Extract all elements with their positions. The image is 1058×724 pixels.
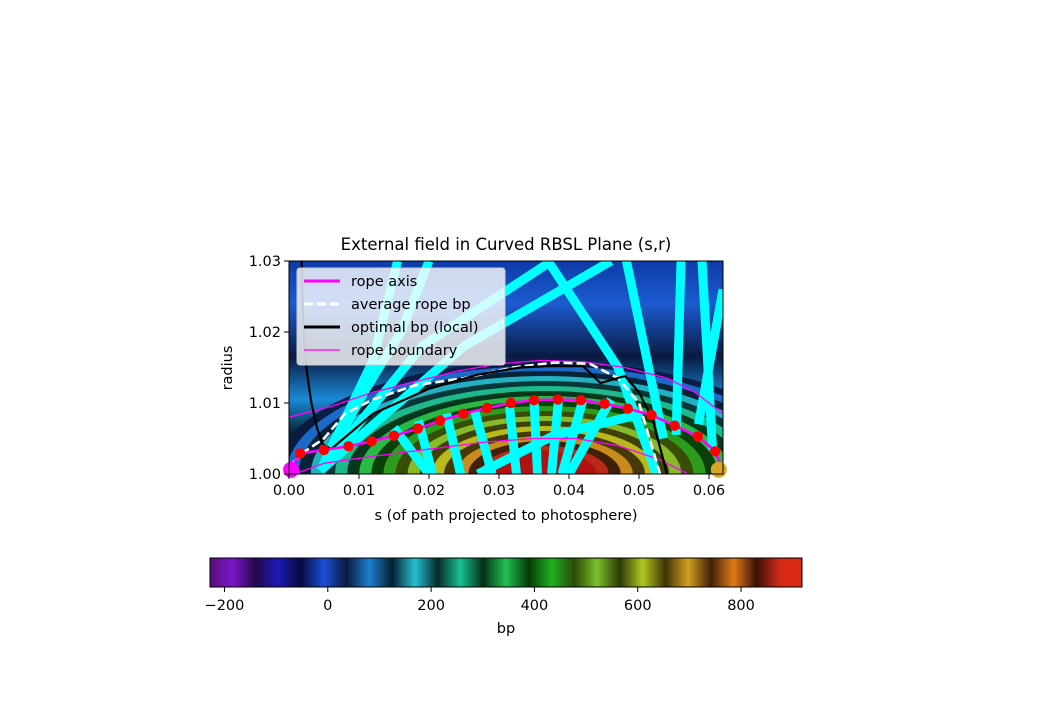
- y-tick-label: 1.01: [249, 396, 281, 412]
- rope-axis-marker: [622, 403, 633, 414]
- legend: rope axis average rope bp optimal bp (lo…: [296, 267, 506, 366]
- y-axis: 1.00 1.01 1.02 1.03: [249, 254, 289, 483]
- y-tick-label: 1.03: [249, 254, 281, 270]
- field-line: [621, 261, 668, 440]
- x-axis-label: s (of path projected to photosphere): [374, 508, 637, 524]
- rope-axis-marker: [552, 394, 563, 405]
- colorbar-ticks: −200 0 200 400 600 800: [205, 587, 755, 614]
- legend-box: [296, 267, 506, 366]
- x-tick-label: 0.01: [343, 483, 375, 499]
- rope-axis-marker: [692, 431, 703, 442]
- rope-axis-marker: [669, 420, 680, 431]
- footpoint-marker: [710, 461, 727, 478]
- rope-axis-marker: [435, 415, 446, 426]
- field-line: [442, 412, 465, 474]
- x-tick-label: 0.02: [413, 483, 445, 499]
- x-axis: 0.00 0.01 0.02 0.03 0.04 0.05 0.06: [273, 474, 725, 499]
- x-tick-label: 0.03: [483, 483, 515, 499]
- colorbar-tick-label: −200: [205, 598, 245, 614]
- colorbar-tick-label: 600: [624, 598, 652, 614]
- rope-axis-marker: [388, 430, 400, 441]
- plot-frame: [288, 260, 724, 475]
- x-tick-label: 0.00: [273, 483, 305, 499]
- rope-axis-marker: [646, 409, 657, 421]
- series-rope-boundary: [289, 359, 723, 418]
- field-line: [565, 397, 615, 474]
- field-line: [475, 409, 644, 474]
- y-tick-label: 1.00: [249, 467, 281, 483]
- field-line: [671, 261, 686, 436]
- colorbar-tick-label: 400: [521, 598, 549, 614]
- y-tick-label: 1.02: [249, 325, 281, 341]
- rope-axis-marker: [575, 395, 587, 406]
- footpoint-marker: [283, 461, 300, 478]
- y-axis-label: radius: [220, 346, 236, 391]
- rope-axis-marker: [343, 441, 354, 452]
- rope-axis-marker: [458, 408, 469, 419]
- colorbar: −200 0 200 400 600 800 bp: [205, 557, 803, 637]
- rope-axis-marker: [318, 444, 330, 456]
- rope-axis-marker: [505, 397, 517, 409]
- legend-label-rope-axis: rope axis: [351, 274, 417, 290]
- series-rope-boundary-lower: [294, 437, 689, 474]
- field-line: [557, 398, 588, 474]
- colorbar-gradient: [209, 557, 803, 588]
- colorbar-tick-label: 0: [323, 598, 332, 614]
- x-tick-label: 0.06: [693, 483, 725, 499]
- rope-axis-marker: [528, 395, 540, 406]
- field-line: [529, 399, 542, 474]
- field-line: [544, 261, 661, 474]
- legend-label-average-rope-bp: average rope bp: [351, 297, 471, 313]
- rope-axis-marker: [599, 398, 610, 409]
- x-tick-label: 0.04: [553, 483, 585, 499]
- colorbar-tick-label: 200: [417, 598, 445, 614]
- colorbar-tick-label: 800: [727, 598, 755, 614]
- rope-axis-marker: [366, 436, 377, 447]
- x-tick-label: 0.05: [623, 483, 655, 499]
- rope-axis-marker: [295, 448, 306, 459]
- chart-title: External field in Curved RBSL Plane (s,r…: [341, 235, 672, 254]
- heatmap-layer: [289, 261, 723, 474]
- marker-layer: [295, 394, 721, 459]
- colorbar-label: bp: [497, 621, 515, 637]
- legend-label-optimal-bp: optimal bp (local): [351, 320, 479, 336]
- rope-axis-marker: [481, 402, 493, 414]
- field-line: [694, 288, 723, 426]
- rope-axis-marker: [412, 423, 423, 434]
- rope-axis-marker: [710, 446, 721, 457]
- legend-label-rope-boundary: rope boundary: [351, 343, 458, 359]
